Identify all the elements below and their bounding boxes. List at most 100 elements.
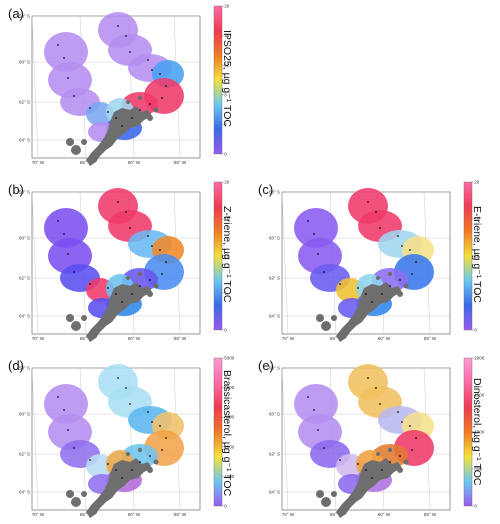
colorbar — [213, 5, 223, 155]
longitude-label: 55° W — [174, 336, 187, 341]
colorbar-tick-label: 1500 — [474, 393, 485, 398]
interpolation-field — [294, 208, 338, 248]
island — [71, 145, 81, 155]
map-canvas: 58° S 60° S 62° S 64° S 70° W 65° W 60° W 55° W… — [269, 356, 485, 518]
sample-station — [129, 51, 131, 53]
sample-station — [357, 463, 359, 465]
island — [331, 491, 337, 497]
sample-station — [317, 253, 319, 255]
sample-station — [371, 477, 373, 479]
sample-station — [307, 220, 309, 222]
island — [137, 95, 143, 101]
sample-station — [415, 437, 417, 439]
longitude-label: 55° W — [424, 336, 437, 341]
map-canvas: 58° S 60° S 62° S 64° S 70° W 65° W 60° W 55° W… — [19, 356, 235, 518]
island — [316, 490, 324, 498]
sample-station — [401, 421, 403, 423]
sample-station — [379, 227, 381, 229]
sample-station — [147, 59, 149, 61]
sample-station — [149, 279, 151, 281]
sample-station — [159, 425, 161, 427]
island — [321, 497, 331, 507]
latitude-label: 64° S — [269, 490, 280, 495]
sample-station — [159, 249, 161, 251]
sample-station — [375, 387, 377, 389]
sample-station — [67, 77, 69, 79]
colorbar-tick-label: 0 — [224, 328, 227, 333]
colorbar-tick-label: 4 — [224, 122, 227, 127]
sample-station — [375, 211, 377, 213]
sample-station — [409, 249, 411, 251]
island — [147, 291, 153, 297]
longitude-line — [31, 15, 39, 159]
sample-station — [117, 201, 119, 203]
sample-station — [397, 411, 399, 413]
island — [66, 138, 74, 146]
latitude-label: 60° S — [19, 412, 30, 417]
latitude-label: 64° S — [19, 314, 30, 319]
map-canvas: 58° S 60° S 62° S 64° S 70° W 65° W 60° W 55° W… — [19, 180, 230, 342]
colorbar-title: E-triene, µg g⁻¹ TOC — [471, 206, 483, 303]
land-mass — [86, 106, 152, 166]
sample-station — [151, 245, 153, 247]
panel-label: (c) — [258, 182, 274, 197]
sample-station — [161, 449, 163, 451]
sample-station — [121, 125, 123, 127]
sample-station — [73, 447, 75, 449]
sample-station — [415, 261, 417, 263]
colorbar-title: Z-triene, µg g⁻¹ TOC — [221, 206, 233, 303]
sample-station — [399, 279, 401, 281]
sample-station — [381, 469, 383, 471]
colorbar-tick-label: 10 — [474, 254, 480, 259]
colorbar-tick-label: 20 — [224, 4, 230, 9]
interpolation-field — [44, 384, 88, 424]
latitude-label: 64° S — [19, 490, 30, 495]
sample-station — [151, 421, 153, 423]
interpolation-field — [44, 208, 88, 248]
longitude-label: 55° W — [424, 512, 437, 517]
sample-station — [147, 411, 149, 413]
island — [397, 291, 403, 297]
colorbar-tick-label: 5 — [224, 291, 227, 296]
longitude-label: 55° W — [174, 512, 187, 517]
sample-station — [129, 227, 131, 229]
sample-station — [57, 396, 59, 398]
island — [403, 459, 409, 465]
colorbar-tick-label: 0 — [474, 504, 477, 509]
sample-station — [89, 283, 91, 285]
latitude-label: 60° S — [19, 60, 30, 65]
map-panel-e: 58° S 60° S 62° S 64° S 70° W 65° W 60° W 55° W… — [250, 352, 500, 524]
sample-station — [161, 273, 163, 275]
colorbar-tick-label: 15 — [224, 217, 230, 222]
latitude-label: 58° S — [19, 366, 30, 371]
sample-station — [159, 73, 161, 75]
map-canvas: 58° S 60° S 62° S 64° S 70° W 65° W 60° W 55° W… — [19, 4, 230, 166]
map-panel-d: 58° S 60° S 62° S 64° S 70° W 65° W 60° W 55° W… — [0, 352, 250, 524]
map-panel-a: 58° S 60° S 62° S 64° S 70° W 65° W 60° W 55° W… — [0, 0, 250, 172]
sample-station — [67, 253, 69, 255]
island — [153, 459, 159, 465]
island — [126, 276, 130, 280]
island — [403, 283, 409, 289]
island — [137, 447, 143, 453]
island — [376, 276, 380, 280]
sample-station — [401, 245, 403, 247]
latitude-label: 64° S — [269, 314, 280, 319]
sample-station — [129, 403, 131, 405]
island — [331, 315, 337, 321]
island — [153, 107, 159, 113]
sample-station — [115, 117, 117, 119]
sample-station — [365, 293, 367, 295]
longitude-label: 65° W — [80, 512, 93, 517]
colorbar-tick-label: 5 — [474, 291, 477, 296]
sample-station — [365, 469, 367, 471]
sample-station — [63, 409, 65, 411]
sample-station — [397, 235, 399, 237]
longitude-label: 70° W — [282, 512, 295, 517]
sample-station — [67, 429, 69, 431]
colorbar-tick-label: 8 — [224, 92, 227, 97]
panel-label: (e) — [258, 358, 274, 373]
island — [321, 321, 331, 331]
sample-station — [313, 409, 315, 411]
interpolation-field — [44, 32, 88, 72]
